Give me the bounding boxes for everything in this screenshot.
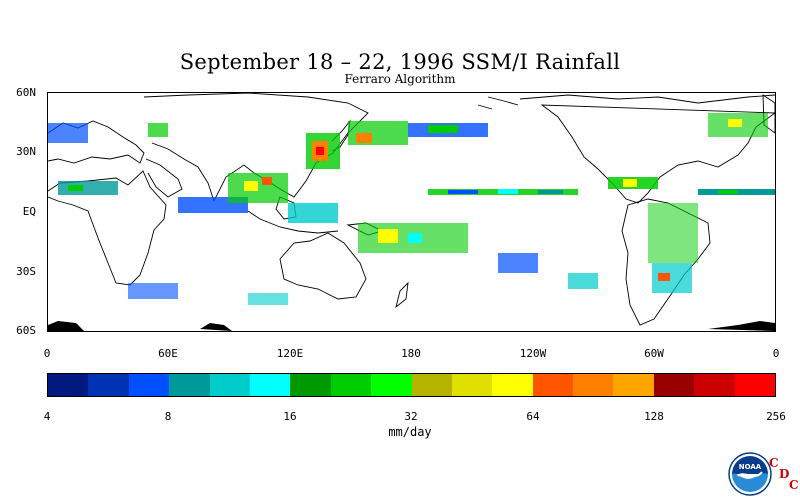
map-subtitle: Ferraro Algorithm	[344, 72, 456, 86]
colorbar-swatch-7	[330, 374, 372, 396]
colorbar-swatch-13	[573, 374, 614, 396]
colorbar-swatch-15	[653, 374, 695, 396]
cdc-letter-1: C	[769, 456, 779, 470]
colorbar-swatch-8	[371, 374, 412, 396]
colorbar-swatch-0	[48, 374, 89, 396]
lat-label-60n: 60N	[16, 86, 36, 99]
antarctica	[48, 321, 775, 331]
lat-label-60s: 60S	[16, 324, 36, 337]
colorbar-swatch-14	[613, 374, 654, 396]
colorbar-swatch-2	[128, 374, 170, 396]
colorbar-label-64: 64	[526, 410, 540, 423]
colorbar-swatch-4	[209, 374, 250, 396]
colorbar-label-4: 4	[43, 410, 51, 423]
colorbar	[47, 373, 776, 397]
map-graphic	[48, 93, 775, 331]
lon-label-120e: 120E	[276, 347, 304, 360]
lon-label-0-right: 0	[772, 347, 780, 360]
lat-label-30s: 30S	[16, 265, 36, 278]
colorbar-label-256: 256	[766, 410, 786, 423]
colorbar-swatch-6	[290, 374, 331, 396]
lon-label-0: 0	[43, 347, 51, 360]
colorbar-label-8: 8	[164, 410, 172, 423]
lon-label-180: 180	[401, 347, 421, 360]
colorbar-swatch-5	[249, 374, 291, 396]
colorbar-swatch-1	[88, 374, 129, 396]
colorbar-swatch-12	[532, 374, 574, 396]
colorbar-swatch-17	[734, 374, 776, 396]
rainfall-map	[47, 92, 776, 332]
noaa-logo: NOAA	[728, 452, 772, 496]
coastlines	[48, 93, 775, 326]
colorbar-swatch-3	[169, 374, 210, 396]
svg-text:NOAA: NOAA	[739, 463, 762, 471]
lat-label-eq: EQ	[22, 205, 36, 218]
rainfall-patches	[48, 113, 775, 305]
colorbar-swatch-10	[451, 374, 493, 396]
colorbar-label-128: 128	[644, 410, 664, 423]
lon-label-60w: 60W	[644, 347, 664, 360]
cdc-letter-2: D	[779, 467, 790, 481]
colorbar-swatch-11	[492, 374, 533, 396]
colorbar-label-32: 32	[404, 410, 418, 423]
lon-label-60e: 60E	[158, 347, 178, 360]
lat-label-30n: 30N	[16, 145, 36, 158]
map-title: September 18 – 22, 1996 SSM/I Rainfall	[179, 50, 621, 74]
cdc-letter-3: C	[789, 478, 799, 492]
colorbar-label-16: 16	[283, 410, 297, 423]
lon-label-120w: 120W	[519, 347, 547, 360]
colorbar-swatch-16	[694, 374, 735, 396]
colorbar-units: mm/day	[388, 425, 432, 439]
colorbar-swatch-9	[411, 374, 452, 396]
